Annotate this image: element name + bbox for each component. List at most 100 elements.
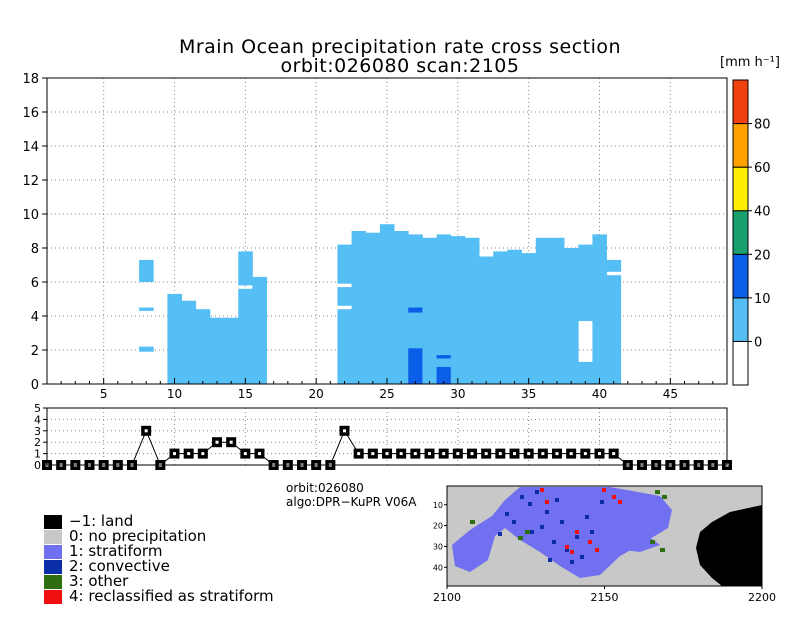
colorbar-bin [732, 210, 749, 255]
reclassified-pixel [588, 540, 592, 544]
precip-bin-light [592, 234, 607, 384]
legend-swatch [44, 574, 62, 589]
rain-type-marker-dot [343, 429, 346, 433]
y-tick-label: 12 [22, 174, 39, 189]
convective-pixel [600, 500, 604, 504]
other-pixel [650, 540, 655, 544]
precip-bin-light [181, 300, 197, 384]
rain-type-marker-dot [498, 452, 502, 456]
rain-type-marker-dot [612, 452, 616, 456]
x-tick-label: 20 [309, 387, 324, 401]
y-tick-label: 5 [34, 402, 41, 415]
convective-pixel [580, 555, 584, 559]
precip-bin-light [578, 361, 593, 384]
x-tick-label: 15 [238, 387, 253, 401]
x-tick-label: 30 [450, 387, 465, 401]
algorithm-info: algo:DPR−KuPR V06A [286, 495, 417, 509]
legend-swatch [44, 589, 62, 604]
y-tick-label: 4 [34, 413, 41, 426]
rain-type-marker-dot [229, 440, 233, 444]
y-tick-label: 10 [22, 208, 39, 223]
precip-bin-light [493, 251, 508, 384]
precip-bin-light [167, 293, 182, 384]
x-tick-label: 40 [592, 387, 607, 401]
other-pixel [525, 530, 530, 534]
legend-label: 0: no precipitation [69, 527, 207, 545]
legend-label: 1: stratiform [69, 542, 163, 560]
legend-label: 2: convective [69, 557, 170, 575]
colorbar-bin [732, 253, 749, 299]
precip-bin-light [238, 288, 253, 384]
rain-type-line [47, 429, 727, 466]
rain-type-marker-dot [555, 452, 559, 456]
map-x-tick-label: 2150 [591, 591, 619, 604]
legend-label: 3: other [69, 572, 129, 590]
map-y-tick-label: 10 [433, 501, 443, 510]
reclassified-pixel [575, 530, 579, 534]
precip-bin-light [139, 307, 154, 311]
precip-bin-light [394, 231, 409, 384]
convective-pixel [552, 540, 556, 544]
precip-bin-light [337, 244, 352, 284]
y-tick-label: 2 [31, 344, 39, 359]
precip-bin-light [578, 244, 593, 322]
precip-bin-light [606, 259, 622, 272]
colorbar-bin [732, 79, 749, 125]
precip-bin-light [139, 259, 154, 282]
convective-pixel [528, 502, 532, 506]
legend-item: 0: no precipitation [44, 529, 274, 544]
rain-type-marker-dot [513, 452, 516, 456]
y-tick-label: 6 [31, 276, 39, 291]
convective-pixel [520, 495, 524, 499]
precip-bin-light [450, 236, 466, 384]
precip-bin-light [252, 276, 267, 384]
precip-bin-medium [408, 307, 423, 313]
colorbar-tick-label: 60 [754, 161, 771, 176]
other-pixel [518, 536, 523, 540]
colorbar-bin [732, 123, 749, 168]
colorbar: 0 10 20 40 60 80 [732, 79, 771, 386]
rain-type-marker-dot [541, 452, 545, 456]
convective-pixel [545, 510, 549, 514]
rain-type-marker-dot [201, 452, 205, 456]
map-y-tick-label: 20 [433, 522, 443, 531]
other-pixel [470, 520, 475, 524]
precip-bin-light [606, 275, 622, 384]
precip-bin-light [507, 249, 522, 384]
map-x-tick-label: 2200 [748, 591, 776, 604]
y-tick-label: 0 [34, 459, 41, 472]
precip-bin-light [549, 237, 565, 384]
x-tick-label: 25 [379, 387, 394, 401]
land-region [696, 505, 762, 586]
rain-type-marker-dot [215, 440, 219, 444]
rain-type-marker-dot [258, 452, 261, 456]
legend-swatch [44, 544, 62, 559]
precip-bin-light [521, 253, 537, 384]
colorbar-bin [732, 166, 749, 212]
reclassified-pixel [612, 495, 616, 499]
x-tick-label: 35 [521, 387, 536, 401]
other-pixel [662, 495, 667, 499]
other-pixel [655, 490, 660, 494]
reclassified-pixel [565, 545, 569, 549]
precip-bin-light [224, 317, 239, 384]
y-tick-label: 1 [34, 448, 41, 461]
precip-bin-light [365, 232, 381, 384]
reclassified-pixel [540, 488, 544, 492]
legend-swatch [44, 529, 62, 544]
y-tick-label: 14 [22, 140, 39, 155]
convective-pixel [565, 548, 569, 552]
convective-pixel [585, 515, 589, 519]
y-tick-label: 2 [34, 436, 41, 449]
rain-type-marker-dot [583, 452, 587, 456]
stratiform-region [580, 520, 660, 552]
rain-type-marker-dot [357, 452, 361, 456]
rain-type-marker-dot [598, 452, 601, 456]
legend-item: 2: convective [44, 559, 274, 574]
legend-item: 3: other [44, 574, 274, 589]
map-x-tick-label: 2100 [433, 591, 461, 604]
convective-pixel [540, 525, 544, 529]
rain-type-marker-dot [428, 452, 431, 456]
map-y-tick-label: 30 [433, 542, 443, 551]
